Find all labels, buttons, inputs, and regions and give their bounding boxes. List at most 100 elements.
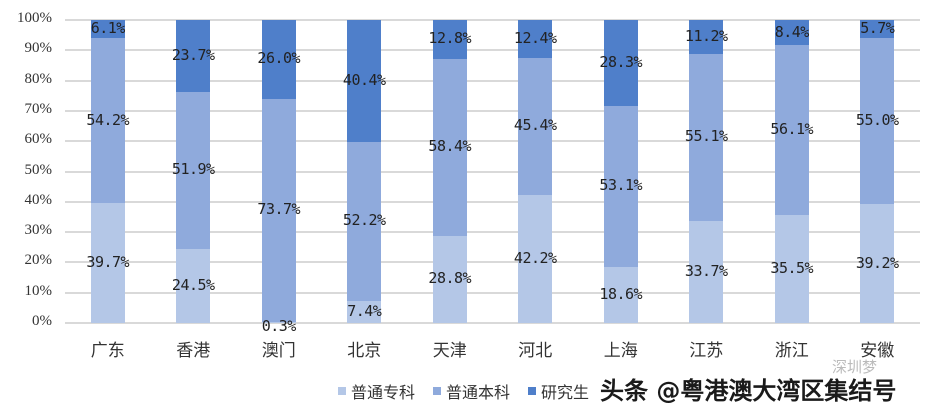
gridline [65, 49, 920, 52]
gridline [65, 322, 920, 324]
data-label: 40.4% [342, 71, 386, 90]
data-label: 54.2% [86, 110, 130, 129]
y-tick-label: 10% [24, 282, 53, 299]
y-tick-label: 60% [24, 131, 53, 148]
data-label: 39.7% [86, 252, 130, 271]
bar-segment [176, 248, 211, 323]
data-label: 42.2% [513, 249, 557, 268]
x-tick-label: 澳门 [261, 341, 296, 361]
legend-item-vocational: 普通专科 [338, 379, 415, 403]
bar-segment [347, 300, 382, 323]
bar-浙江 [774, 20, 809, 323]
bar-河北 [518, 20, 553, 323]
data-label: 52.2% [342, 211, 386, 230]
data-label: 12.8% [428, 29, 472, 48]
x-tick-label: 广东 [90, 341, 125, 361]
y-tick-label: 100% [17, 10, 52, 26]
bar-segment [347, 142, 382, 301]
y-tick-label: 0% [32, 313, 52, 329]
data-label: 12.4% [513, 28, 557, 47]
y-tick-label: 90% [24, 40, 53, 57]
legend-swatch-icon [338, 387, 346, 395]
data-label: 56.1% [770, 120, 814, 139]
data-label: 7.4% [347, 301, 382, 320]
data-label: 6.1% [90, 19, 126, 38]
data-label: 51.9% [171, 160, 215, 179]
data-label: 18.6% [599, 284, 643, 303]
data-label: 26.0% [257, 49, 301, 68]
data-label: 45.4% [513, 116, 557, 135]
x-tick-label: 安徽 [860, 341, 895, 361]
data-label: 39.2% [855, 253, 899, 272]
y-tick-label: 70% [24, 100, 53, 117]
bar-segment [603, 20, 638, 106]
bar-安徽 [860, 20, 895, 323]
data-label: 11.2% [684, 26, 728, 45]
watermark: 头条 @粤港澳大湾区集结号 [600, 377, 897, 405]
gridline [65, 19, 920, 21]
bar-segment [689, 220, 724, 323]
gridline [65, 79, 920, 82]
bar-segment [432, 58, 467, 236]
y-tick-label: 80% [24, 70, 53, 87]
data-label: 53.1% [599, 176, 643, 195]
legend-swatch-icon [433, 387, 442, 395]
gridline [65, 291, 920, 294]
bar-segment [432, 20, 467, 59]
y-tick-label: 30% [24, 222, 53, 239]
y-tick-label: 20% [24, 252, 53, 269]
bar-segment [860, 37, 895, 205]
x-tick-label: 江苏 [689, 341, 724, 361]
data-label: 24.5% [171, 275, 215, 294]
x-tick-label: 天津 [432, 341, 467, 361]
y-tick-label: 40% [24, 191, 53, 208]
x-tick-label: 上海 [603, 341, 638, 361]
bar-segment [518, 20, 553, 58]
x-tick-label: 香港 [176, 341, 211, 361]
bar-segment [860, 20, 895, 38]
bar-segment [90, 202, 125, 323]
bar-segment [603, 266, 638, 323]
bar-segment [603, 105, 638, 267]
bar-segment [860, 204, 895, 323]
bar-segment [261, 98, 296, 323]
bar-segment [518, 195, 553, 323]
bar-segment [176, 91, 211, 249]
bar-segment [774, 45, 809, 216]
bar-segment [774, 20, 809, 46]
data-label: 73.7% [257, 200, 301, 219]
data-label: 58.4% [428, 137, 472, 156]
bar-北京 [347, 20, 382, 323]
legend-label: 普通本科 [446, 383, 511, 402]
bar-segment [518, 57, 553, 196]
x-tick-label: 河北 [518, 341, 553, 361]
bar-segment [176, 19, 211, 92]
data-label: 0.3% [261, 317, 297, 335]
bar-segment [261, 322, 296, 323]
watermark-secondary: 深圳梦 [832, 358, 878, 376]
bar-segment [90, 38, 125, 203]
bar-segment [774, 215, 809, 323]
data-label: 55.1% [684, 127, 728, 146]
bar-segment [689, 20, 724, 54]
x-tick-label: 北京 [347, 341, 382, 361]
gridline [65, 231, 920, 234]
bar-澳门 [261, 20, 296, 323]
gridline [65, 261, 920, 264]
data-label: 28.3% [599, 52, 643, 71]
y-tick-label: 50% [24, 161, 53, 178]
bar-segment [432, 235, 467, 323]
bar-江苏 [689, 20, 724, 323]
gridline [65, 140, 920, 143]
data-label: 5.7% [860, 18, 895, 37]
bar-广东 [90, 20, 125, 323]
legend-label: 普通专科 [351, 383, 416, 402]
legend-label: 研究生 [541, 383, 590, 402]
gridline [65, 200, 920, 203]
bar-天津 [432, 20, 467, 323]
bar-segment [689, 53, 724, 221]
data-label: 28.8% [428, 269, 472, 288]
legend-swatch-icon [528, 387, 537, 395]
gridline [65, 170, 920, 173]
